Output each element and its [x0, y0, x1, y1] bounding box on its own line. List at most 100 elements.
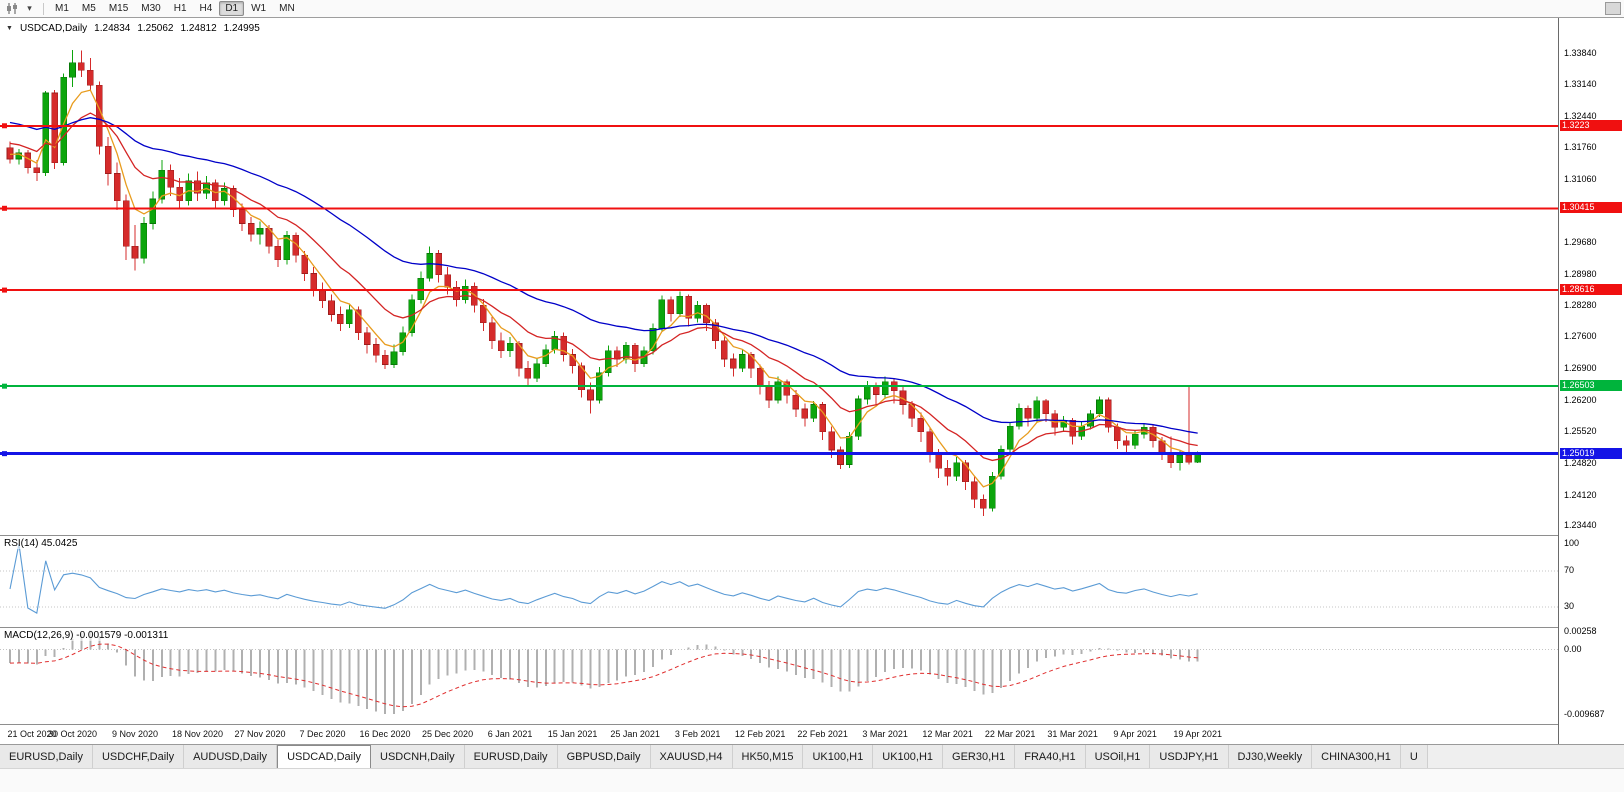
date-axis-label: 25 Jan 2021	[610, 729, 660, 739]
toolbar-separator	[43, 2, 44, 15]
candle	[506, 337, 514, 357]
timeframe-buttons: M1 M5 M15 M30 H1 H4 D1 W1 MN	[49, 1, 301, 16]
candle	[926, 428, 934, 463]
chart-tab-china300-h1[interactable]: CHINA300,H1	[1312, 745, 1401, 768]
price-chart-svg[interactable]	[0, 18, 1558, 535]
level-line-handle[interactable]	[2, 287, 7, 293]
chart-tab-usdchf-daily[interactable]: USDCHF,Daily	[92, 745, 185, 768]
price-pane[interactable]: ▼ USDCAD,Daily 1.24834 1.25062 1.24812 1…	[0, 18, 1558, 535]
chart-tab-audusd-daily[interactable]: AUDUSD,Daily	[184, 745, 278, 768]
chart-tab-uk100-h1[interactable]: UK100,H1	[803, 745, 874, 768]
moving-average-line-5[interactable]	[9, 89, 1198, 488]
window-scroll-box[interactable]	[1605, 2, 1621, 15]
candle	[328, 294, 335, 322]
timeframe-button-d1[interactable]: D1	[219, 1, 245, 16]
chart-type-dropdown-icon[interactable]: ▾	[27, 3, 32, 13]
candle	[694, 300, 701, 323]
chart-tab-usoil-h1[interactable]: USOil,H1	[1085, 745, 1151, 768]
chart-tab-usdcnh-daily[interactable]: USDCNH,Daily	[371, 745, 465, 768]
chart-collapse-icon[interactable]: ▼	[6, 25, 13, 32]
timeframe-button-m5[interactable]: M5	[81, 3, 96, 14]
candle	[6, 141, 14, 164]
candle	[42, 90, 50, 177]
candle	[1051, 409, 1059, 436]
candle	[337, 306, 344, 331]
candle	[319, 282, 326, 309]
price-axis-label: 1.33140	[1564, 79, 1597, 89]
timeframe-button-h1[interactable]: H1	[173, 3, 187, 14]
date-axis-label: 6 Jan 2021	[487, 729, 533, 739]
macd-chart-svg[interactable]	[0, 628, 1558, 725]
price-level-badge: 1.25019	[1560, 448, 1622, 459]
price-axis-label: 1.32440	[1564, 111, 1597, 121]
chart-tab-usdjpy-h1[interactable]: USDJPY,H1	[1150, 745, 1229, 768]
candle	[283, 230, 291, 265]
candle	[837, 446, 844, 470]
ohlc-close: 1.24995	[223, 23, 260, 34]
price-axis-label: 1.27600	[1564, 331, 1597, 341]
rsi-pane[interactable]: RSI(14) 45.0425	[0, 535, 1558, 627]
rsi-label: RSI(14) 45.0425	[4, 538, 78, 549]
candle	[524, 360, 532, 386]
candle	[497, 332, 505, 359]
chart-type-icon[interactable]	[3, 2, 20, 16]
level-line-handle[interactable]	[2, 123, 7, 129]
chart-tab-dj30-weekly[interactable]: DJ30,Weekly	[1228, 745, 1313, 768]
date-axis-label: 3 Feb 2021	[674, 729, 721, 739]
price-axis-label: 1.26900	[1564, 363, 1597, 373]
candle	[140, 217, 148, 264]
timeframe-button-h4[interactable]: H4	[199, 3, 213, 14]
candle	[185, 173, 192, 206]
candle	[212, 179, 219, 209]
chart-tab-ger30-h1[interactable]: GER30,H1	[943, 745, 1016, 768]
chart-tab-fra40-h1[interactable]: FRA40,H1	[1015, 745, 1086, 768]
chart-tab-eurusd-daily[interactable]: EURUSD,Daily	[464, 745, 558, 768]
candle	[1006, 422, 1014, 453]
candle	[676, 291, 684, 318]
price-level-badge: 1.26503	[1560, 380, 1622, 391]
chart-tab-u[interactable]: U	[1400, 745, 1428, 768]
chart-tab-hk50-m15[interactable]: HK50,M15	[732, 745, 804, 768]
candle	[194, 171, 201, 201]
candle	[721, 335, 728, 368]
level-line-handle[interactable]	[2, 383, 7, 389]
chart-type-glyph	[6, 3, 17, 14]
candle	[453, 280, 460, 307]
date-axis-label: 12 Feb 2021	[734, 729, 786, 739]
candle	[247, 217, 255, 242]
candle	[301, 250, 308, 281]
moving-average-line-34[interactable]	[9, 117, 1198, 434]
moving-average-line-13[interactable]	[9, 112, 1198, 462]
price-axis[interactable]: 1.33840 1.33140 1.32440 1.31760 1.31060 1.296…	[1558, 18, 1624, 744]
candle	[685, 294, 692, 327]
chart-tab-eurusd-daily[interactable]: EURUSD,Daily	[0, 745, 93, 768]
candle	[605, 345, 612, 377]
candle	[765, 380, 773, 409]
timeframe-button-w1[interactable]: W1	[251, 3, 267, 14]
price-axis-label: 1.28980	[1564, 269, 1597, 279]
timeframe-button-m15[interactable]: M15	[108, 3, 129, 14]
date-axis-label: 22 Mar 2021	[984, 729, 1036, 739]
macd-axis-label: 0.00	[1564, 644, 1582, 654]
timeframe-button-m30[interactable]: M30	[141, 3, 161, 14]
price-axis-label: 1.31060	[1564, 174, 1597, 184]
chart-tab-gbpusd-daily[interactable]: GBPUSD,Daily	[557, 745, 651, 768]
macd-pane[interactable]: MACD(12,26,9) -0.001579 -0.001311	[0, 627, 1558, 724]
date-axis-label: 31 Mar 2021	[1047, 729, 1098, 739]
candle	[372, 338, 380, 363]
level-line-handle[interactable]	[2, 205, 7, 211]
candle	[1096, 396, 1103, 418]
chart-tab-uk100-h1[interactable]: UK100,H1	[873, 745, 944, 768]
timeframe-button-m1[interactable]: M1	[55, 3, 69, 14]
level-line-handle[interactable]	[2, 451, 7, 457]
timeframe-button-mn[interactable]: MN	[279, 3, 295, 14]
chart-tab-xauusd-h4[interactable]: XAUUSD,H4	[650, 745, 733, 768]
chart-tab-usdcad-daily[interactable]: USDCAD,Daily	[277, 745, 372, 768]
date-axis[interactable]: 21 Oct 2020 30 Oct 2020 9 Nov 2020 18 Nov 2…	[0, 724, 1558, 744]
rsi-chart-svg[interactable]	[0, 536, 1558, 628]
candle	[953, 456, 960, 481]
date-axis-label: 19 Apr 2021	[1173, 729, 1222, 739]
ohlc-open: 1.24834	[94, 23, 131, 34]
candle	[69, 49, 76, 88]
price-axis-label: 1.33840	[1564, 48, 1597, 58]
